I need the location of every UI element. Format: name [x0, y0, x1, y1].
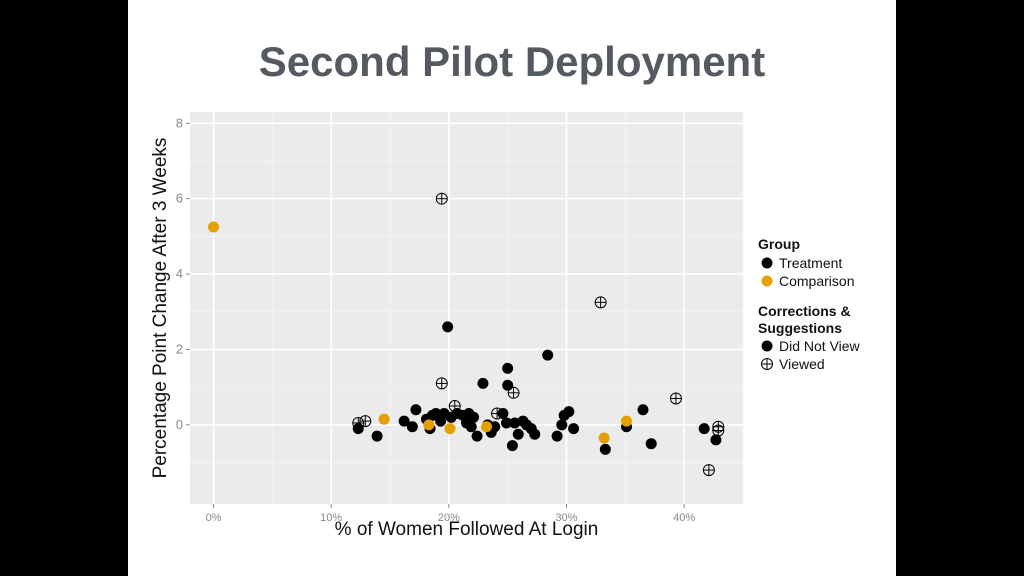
- data-point-viewed: [352, 416, 365, 429]
- data-point-viewed: [435, 192, 448, 205]
- data-point-viewed: [669, 392, 682, 405]
- minor-gridlines: [190, 112, 744, 504]
- data-point-viewed: [435, 377, 448, 390]
- x-tick-label: 40%: [673, 512, 695, 524]
- data-point-treatment: [542, 349, 554, 361]
- x-tick-label: 0%: [206, 512, 222, 524]
- data-point-treatment: [599, 443, 611, 455]
- data-point-treatment: [512, 428, 524, 440]
- legend-treatment-key: [761, 257, 773, 269]
- data-point-treatment: [410, 404, 422, 416]
- slide-title: Second Pilot Deployment: [258, 38, 766, 85]
- x-axis-label: % of Women Followed At Login: [335, 519, 599, 540]
- data-point-viewed: [491, 407, 504, 420]
- data-point-comparison: [423, 419, 435, 431]
- legend-corrections-title-line1: Corrections &: [758, 303, 851, 319]
- y-axis-label: Percentage Point Change After 3 Weeks: [150, 138, 171, 479]
- data-point-treatment: [406, 421, 418, 433]
- data-point-comparison: [621, 415, 633, 427]
- y-tick-label: 0: [176, 417, 183, 432]
- legend-comparison-key: [761, 275, 773, 287]
- plot-panel: [190, 112, 743, 504]
- scatter-plot: 0% 10% 20% 30% 40% 0 2 4 6 8 % of Women Followed…: [150, 112, 861, 540]
- legend-treatment-label: Treatment: [779, 255, 842, 271]
- data-point-treatment: [637, 404, 649, 416]
- legend-corrections-title-line2: Suggestions: [758, 320, 842, 336]
- y-tick-label: 2: [176, 341, 183, 356]
- data-point-comparison: [208, 221, 220, 233]
- legend-comparison-label: Comparison: [779, 273, 854, 289]
- data-point-viewed: [448, 400, 461, 412]
- x-tick-label: 10%: [320, 512, 342, 524]
- data-point-treatment: [477, 377, 489, 389]
- y-tick-label: 4: [176, 266, 183, 281]
- legend: Group Treatment Comparison Corrections &…: [758, 236, 861, 372]
- data-point-comparison: [378, 413, 390, 425]
- slide: Second Pilot Deployment 0% 10% 20% 30% 40% 0…: [128, 0, 896, 576]
- data-point-treatment: [371, 430, 383, 442]
- data-point-treatment: [501, 417, 513, 429]
- data-point-treatment: [551, 430, 563, 442]
- data-point-viewed: [507, 386, 520, 399]
- data-point-comparison: [481, 421, 493, 433]
- data-point-treatment: [502, 362, 514, 374]
- data-point-treatment: [645, 438, 657, 450]
- x-axis-ticks: 0% 10% 20% 30% 40%: [206, 504, 695, 524]
- data-point-viewed: [359, 415, 372, 428]
- legend-did-not-view-key: [761, 340, 773, 352]
- data-point-comparison: [598, 432, 610, 444]
- data-point-treatment: [568, 423, 580, 435]
- data-point-treatment: [506, 440, 518, 452]
- y-axis-ticks: 0 2 4 6 8: [176, 115, 190, 432]
- data-points: [208, 192, 725, 477]
- data-point-treatment: [468, 411, 480, 423]
- data-point-viewed: [712, 424, 725, 437]
- data-point-treatment: [698, 423, 710, 435]
- x-tick-label: 20%: [438, 512, 460, 524]
- data-point-treatment: [529, 428, 541, 440]
- y-tick-label: 6: [176, 191, 183, 206]
- legend-did-not-view-label: Did Not View: [779, 338, 861, 354]
- data-point-viewed: [594, 296, 607, 309]
- data-point-treatment: [710, 434, 722, 446]
- major-gridlines: [190, 112, 743, 504]
- legend-viewed-label: Viewed: [779, 356, 825, 372]
- data-point-treatment: [556, 419, 568, 431]
- data-point-treatment: [471, 430, 483, 442]
- legend-viewed-key: [761, 358, 773, 370]
- data-point-treatment: [563, 406, 575, 418]
- data-point-treatment: [489, 421, 501, 433]
- data-point-treatment: [398, 415, 410, 427]
- data-point-comparison: [444, 423, 456, 435]
- legend-group-title: Group: [758, 236, 800, 252]
- y-tick-label: 8: [176, 115, 183, 130]
- data-point-treatment: [465, 421, 477, 433]
- x-tick-label: 30%: [555, 512, 577, 524]
- data-point-treatment: [442, 321, 454, 333]
- data-point-treatment: [502, 379, 514, 391]
- data-point-viewed: [702, 464, 715, 477]
- data-point-treatment: [509, 417, 521, 429]
